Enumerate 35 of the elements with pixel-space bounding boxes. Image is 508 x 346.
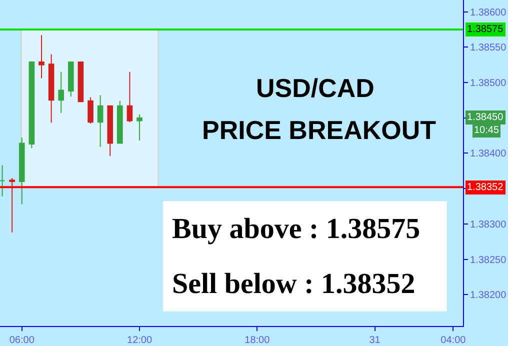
ref-line-label: 1.38575: [467, 24, 504, 35]
y-tick-label: 1.38400: [470, 148, 507, 160]
candlestick: [0, 164, 6, 197]
x-tick-label: 06:00: [9, 335, 35, 346]
ref-line-label: 1.38352: [467, 182, 504, 193]
text: 10:45: [474, 125, 500, 136]
annotation: Buy above : 1.38575: [172, 213, 420, 245]
text: PRICE BREAKOUT: [202, 115, 436, 145]
y-tick-label: 1.38300: [470, 219, 507, 230]
y-tick-label: 1.38250: [470, 254, 507, 266]
candlestick: [117, 100, 123, 144]
candlestick: [18, 137, 25, 205]
annotation: Sell below : 1.38352: [172, 268, 416, 300]
candlestick: [48, 54, 54, 124]
candlestick: [28, 62, 35, 149]
y-tick-label: 1.38500: [470, 78, 507, 90]
x-tick-label: 04:00: [440, 335, 466, 346]
y-tick-label: 1.38550: [470, 42, 507, 54]
candlestick: [126, 71, 133, 123]
candlestick: [78, 62, 84, 102]
annotation: 1.38450: [467, 112, 504, 123]
candlestick: [97, 94, 104, 148]
x-tick-label: 12:00: [127, 335, 152, 346]
text: USD/CAD: [256, 73, 374, 103]
x-tick-label: 18:00: [244, 335, 270, 346]
candlestick: [38, 34, 44, 79]
x-tick-label: 31: [369, 335, 381, 346]
candlestick: [88, 96, 94, 124]
candlestick: [9, 177, 15, 233]
candlestick: [68, 62, 74, 98]
y-tick-label: 1.38200: [470, 290, 507, 302]
candlestick: [58, 71, 64, 114]
candlestick: [136, 114, 142, 141]
candlestick: [107, 105, 114, 157]
y-tick-label: 1.38600: [470, 7, 507, 18]
